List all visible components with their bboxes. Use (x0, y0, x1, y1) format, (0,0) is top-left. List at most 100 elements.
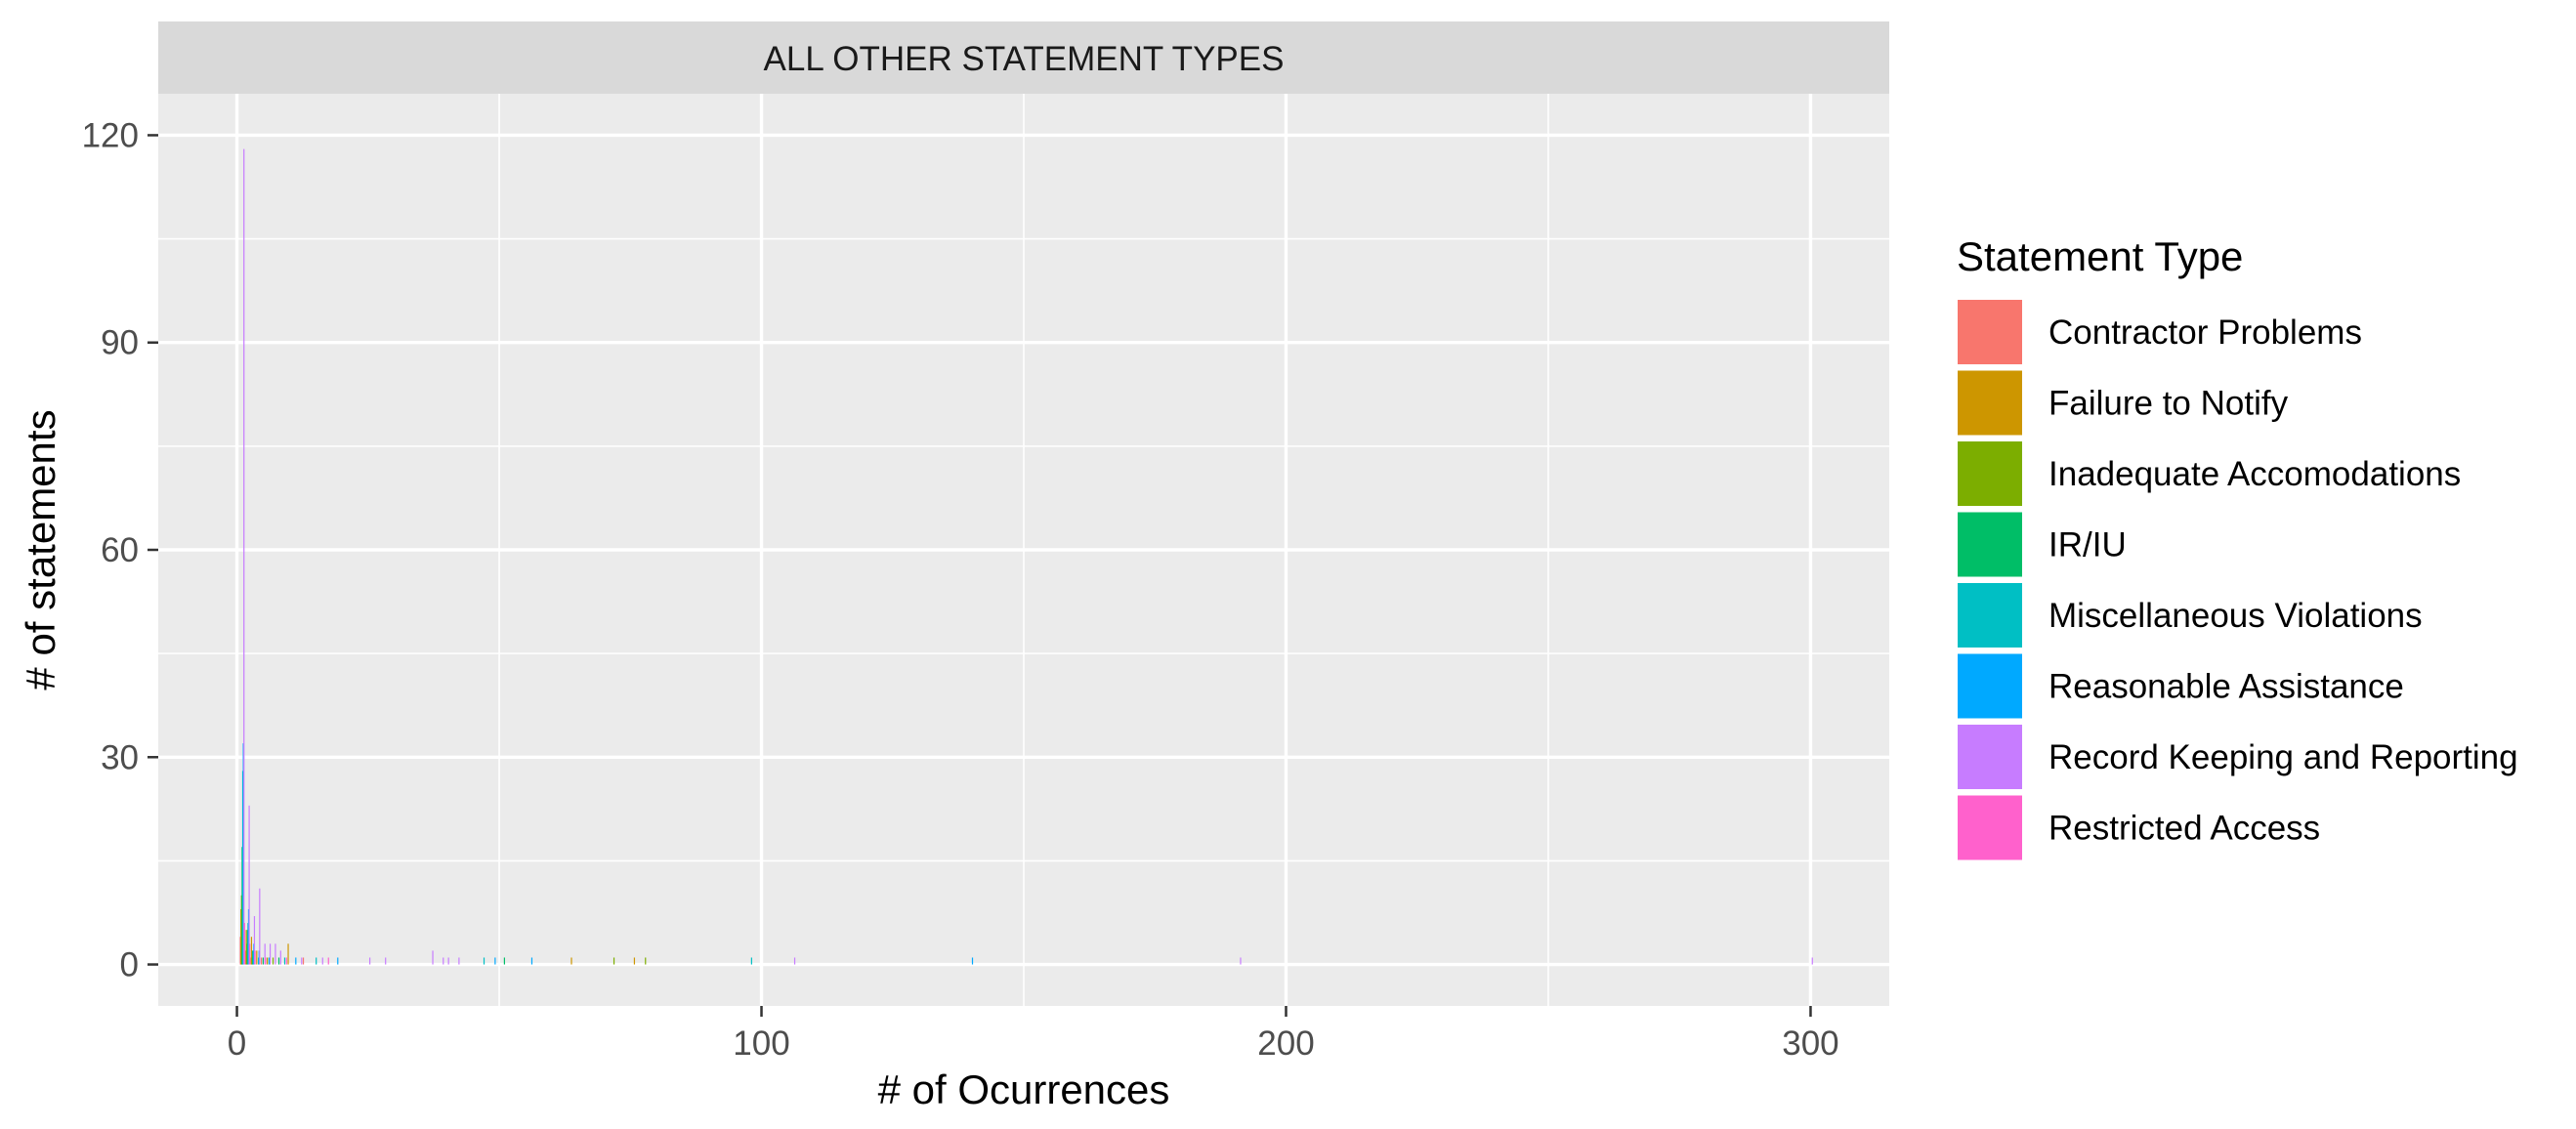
legend-swatch (1956, 723, 2024, 791)
legend-label: Contractor Problems (2048, 314, 2362, 352)
bar (447, 957, 449, 965)
bar (793, 957, 796, 965)
bar (283, 957, 286, 965)
bar (321, 957, 323, 965)
bar (244, 950, 247, 965)
bar (268, 957, 270, 965)
bar (302, 957, 305, 965)
bar (633, 957, 636, 965)
legend-swatch (1956, 651, 2024, 721)
bar (265, 957, 267, 965)
y-axis-title: # of statements (18, 409, 63, 690)
bar (287, 943, 289, 965)
legend: Statement Type Contractor Problems Failur… (1956, 233, 2518, 862)
legend-swatch (1956, 581, 2024, 649)
bar (971, 957, 974, 965)
bar (1811, 957, 1813, 965)
y-tick-label: 0 (120, 946, 139, 984)
bar (279, 950, 281, 965)
bar (249, 943, 251, 965)
legend-label: Record Keeping and Reporting (2048, 738, 2518, 776)
legend-title: Statement Type (1957, 233, 2243, 279)
facet-strip-label: ALL OTHER STATEMENT TYPES (764, 40, 1285, 78)
legend-label: Miscellaneous Violations (2048, 597, 2423, 635)
x-tick-label: 200 (1257, 1024, 1314, 1063)
grid-lines (158, 94, 1889, 1006)
legend-label: Failure to Notify (2048, 385, 2289, 423)
bar (251, 957, 253, 965)
bar (385, 957, 387, 965)
bar (250, 957, 252, 965)
legend-swatch (1956, 510, 2024, 579)
x-axis-title: # of Ocurrences (878, 1066, 1170, 1112)
bar (240, 908, 242, 965)
y-tick-label: 90 (101, 324, 139, 362)
bar (269, 957, 271, 965)
legend-label: IR/IU (2048, 526, 2127, 564)
bar (253, 943, 255, 965)
bar (327, 957, 329, 965)
bar (503, 957, 505, 965)
bar (483, 957, 486, 965)
bar (285, 957, 287, 965)
bar (301, 957, 303, 965)
legend-label: Restricted Access (2048, 810, 2320, 848)
x-tick-label: 100 (733, 1024, 789, 1063)
bar (368, 957, 371, 965)
y-axis: 0 30 60 90 120 (82, 116, 158, 984)
bar (337, 957, 339, 965)
x-axis: 0 100 200 300 (228, 1006, 1839, 1063)
x-tick-label: 0 (228, 1024, 246, 1063)
bar (295, 957, 297, 965)
x-tick-label: 300 (1782, 1024, 1838, 1063)
bar (253, 916, 256, 965)
legend-label: Inadequate Accomodations (2048, 455, 2461, 493)
bar (269, 943, 272, 965)
bar (246, 943, 248, 965)
bar (612, 957, 615, 965)
bar (247, 923, 249, 965)
bar (241, 847, 243, 965)
bar (260, 957, 263, 965)
bar (245, 930, 247, 965)
bar (258, 950, 260, 965)
bar (316, 957, 317, 965)
bar (264, 943, 266, 965)
bar (248, 805, 250, 965)
bar (645, 957, 647, 965)
bar (570, 957, 572, 965)
bar (262, 957, 264, 965)
bar (252, 950, 254, 965)
facet-strip (158, 21, 1889, 94)
bar (530, 957, 533, 965)
bar-layer (239, 148, 1813, 965)
bar (494, 957, 496, 965)
legend-swatch (1956, 439, 2024, 508)
legend-swatch (1956, 298, 2024, 366)
bar (252, 950, 254, 965)
bar (239, 937, 241, 965)
bar (256, 950, 258, 965)
bar (277, 957, 280, 965)
legend-swatch (1956, 368, 2024, 438)
legend-label: Reasonable Assistance (2048, 668, 2404, 706)
bar (432, 950, 434, 965)
bar (274, 943, 276, 965)
bar (259, 888, 261, 965)
bar (243, 923, 245, 965)
bar (258, 957, 260, 965)
bar (266, 957, 269, 965)
bar (247, 908, 250, 965)
bar (750, 957, 752, 965)
y-tick-label: 60 (101, 531, 139, 569)
bar (458, 957, 460, 965)
y-tick-label: 120 (82, 116, 139, 154)
legend-swatch (1956, 793, 2024, 862)
bar (272, 957, 274, 965)
bar (243, 148, 245, 965)
bar (241, 771, 244, 965)
bar (240, 895, 242, 965)
bar (242, 743, 244, 965)
